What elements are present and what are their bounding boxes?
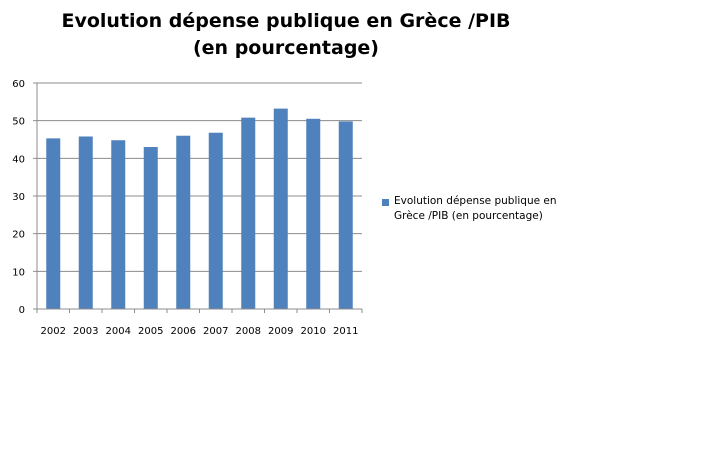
y-tick-label: 50	[12, 117, 25, 128]
legend-label-line2: Grèce /PIB (en pourcentage)	[394, 210, 543, 222]
y-tick-label: 0	[19, 305, 25, 316]
x-tick-label: 2003	[73, 326, 98, 337]
bar	[241, 117, 256, 309]
bar	[78, 136, 93, 309]
chart-title-line1: Evolution dépense publique en Grèce /PIB	[61, 10, 511, 32]
x-tick-labels: 2002 2003 2004 2005 2006 2007 2008 2009 2010 2011	[41, 326, 359, 337]
x-tick-label: 2007	[203, 326, 228, 337]
bar	[46, 138, 61, 309]
axes	[36, 83, 363, 313]
bar	[111, 140, 126, 309]
x-tick-label: 2002	[41, 326, 66, 337]
y-tick-label: 10	[12, 267, 25, 278]
legend-swatch	[382, 199, 389, 206]
bar	[208, 132, 223, 309]
x-tick-label: 2011	[333, 326, 358, 337]
x-tick-label: 2010	[301, 326, 326, 337]
x-tick-label: 2004	[106, 326, 131, 337]
bars	[46, 108, 353, 310]
legend-label-line1: Evolution dépense publique en	[394, 195, 557, 207]
bar	[143, 147, 158, 309]
bar	[273, 108, 288, 309]
x-tick-label: 2005	[138, 326, 163, 337]
x-tick-label: 2008	[236, 326, 261, 337]
y-tick-label: 60	[12, 79, 25, 90]
bar	[306, 118, 321, 310]
x-tick-label: 2006	[171, 326, 196, 337]
y-tick-label: 40	[12, 154, 25, 165]
x-tick-label: 2009	[268, 326, 293, 337]
y-tick-labels: 0 10 20 30 40 50 60	[12, 79, 25, 316]
chart-title-line2: (en pourcentage)	[192, 37, 379, 59]
y-tick-label: 20	[12, 230, 25, 241]
y-tick-label: 30	[12, 192, 25, 203]
bar	[338, 121, 353, 309]
legend: Evolution dépense publique en Grèce /PIB…	[380, 194, 580, 224]
bar	[176, 135, 191, 309]
chart-title: Evolution dépense publique en Grèce /PIB…	[40, 8, 532, 62]
